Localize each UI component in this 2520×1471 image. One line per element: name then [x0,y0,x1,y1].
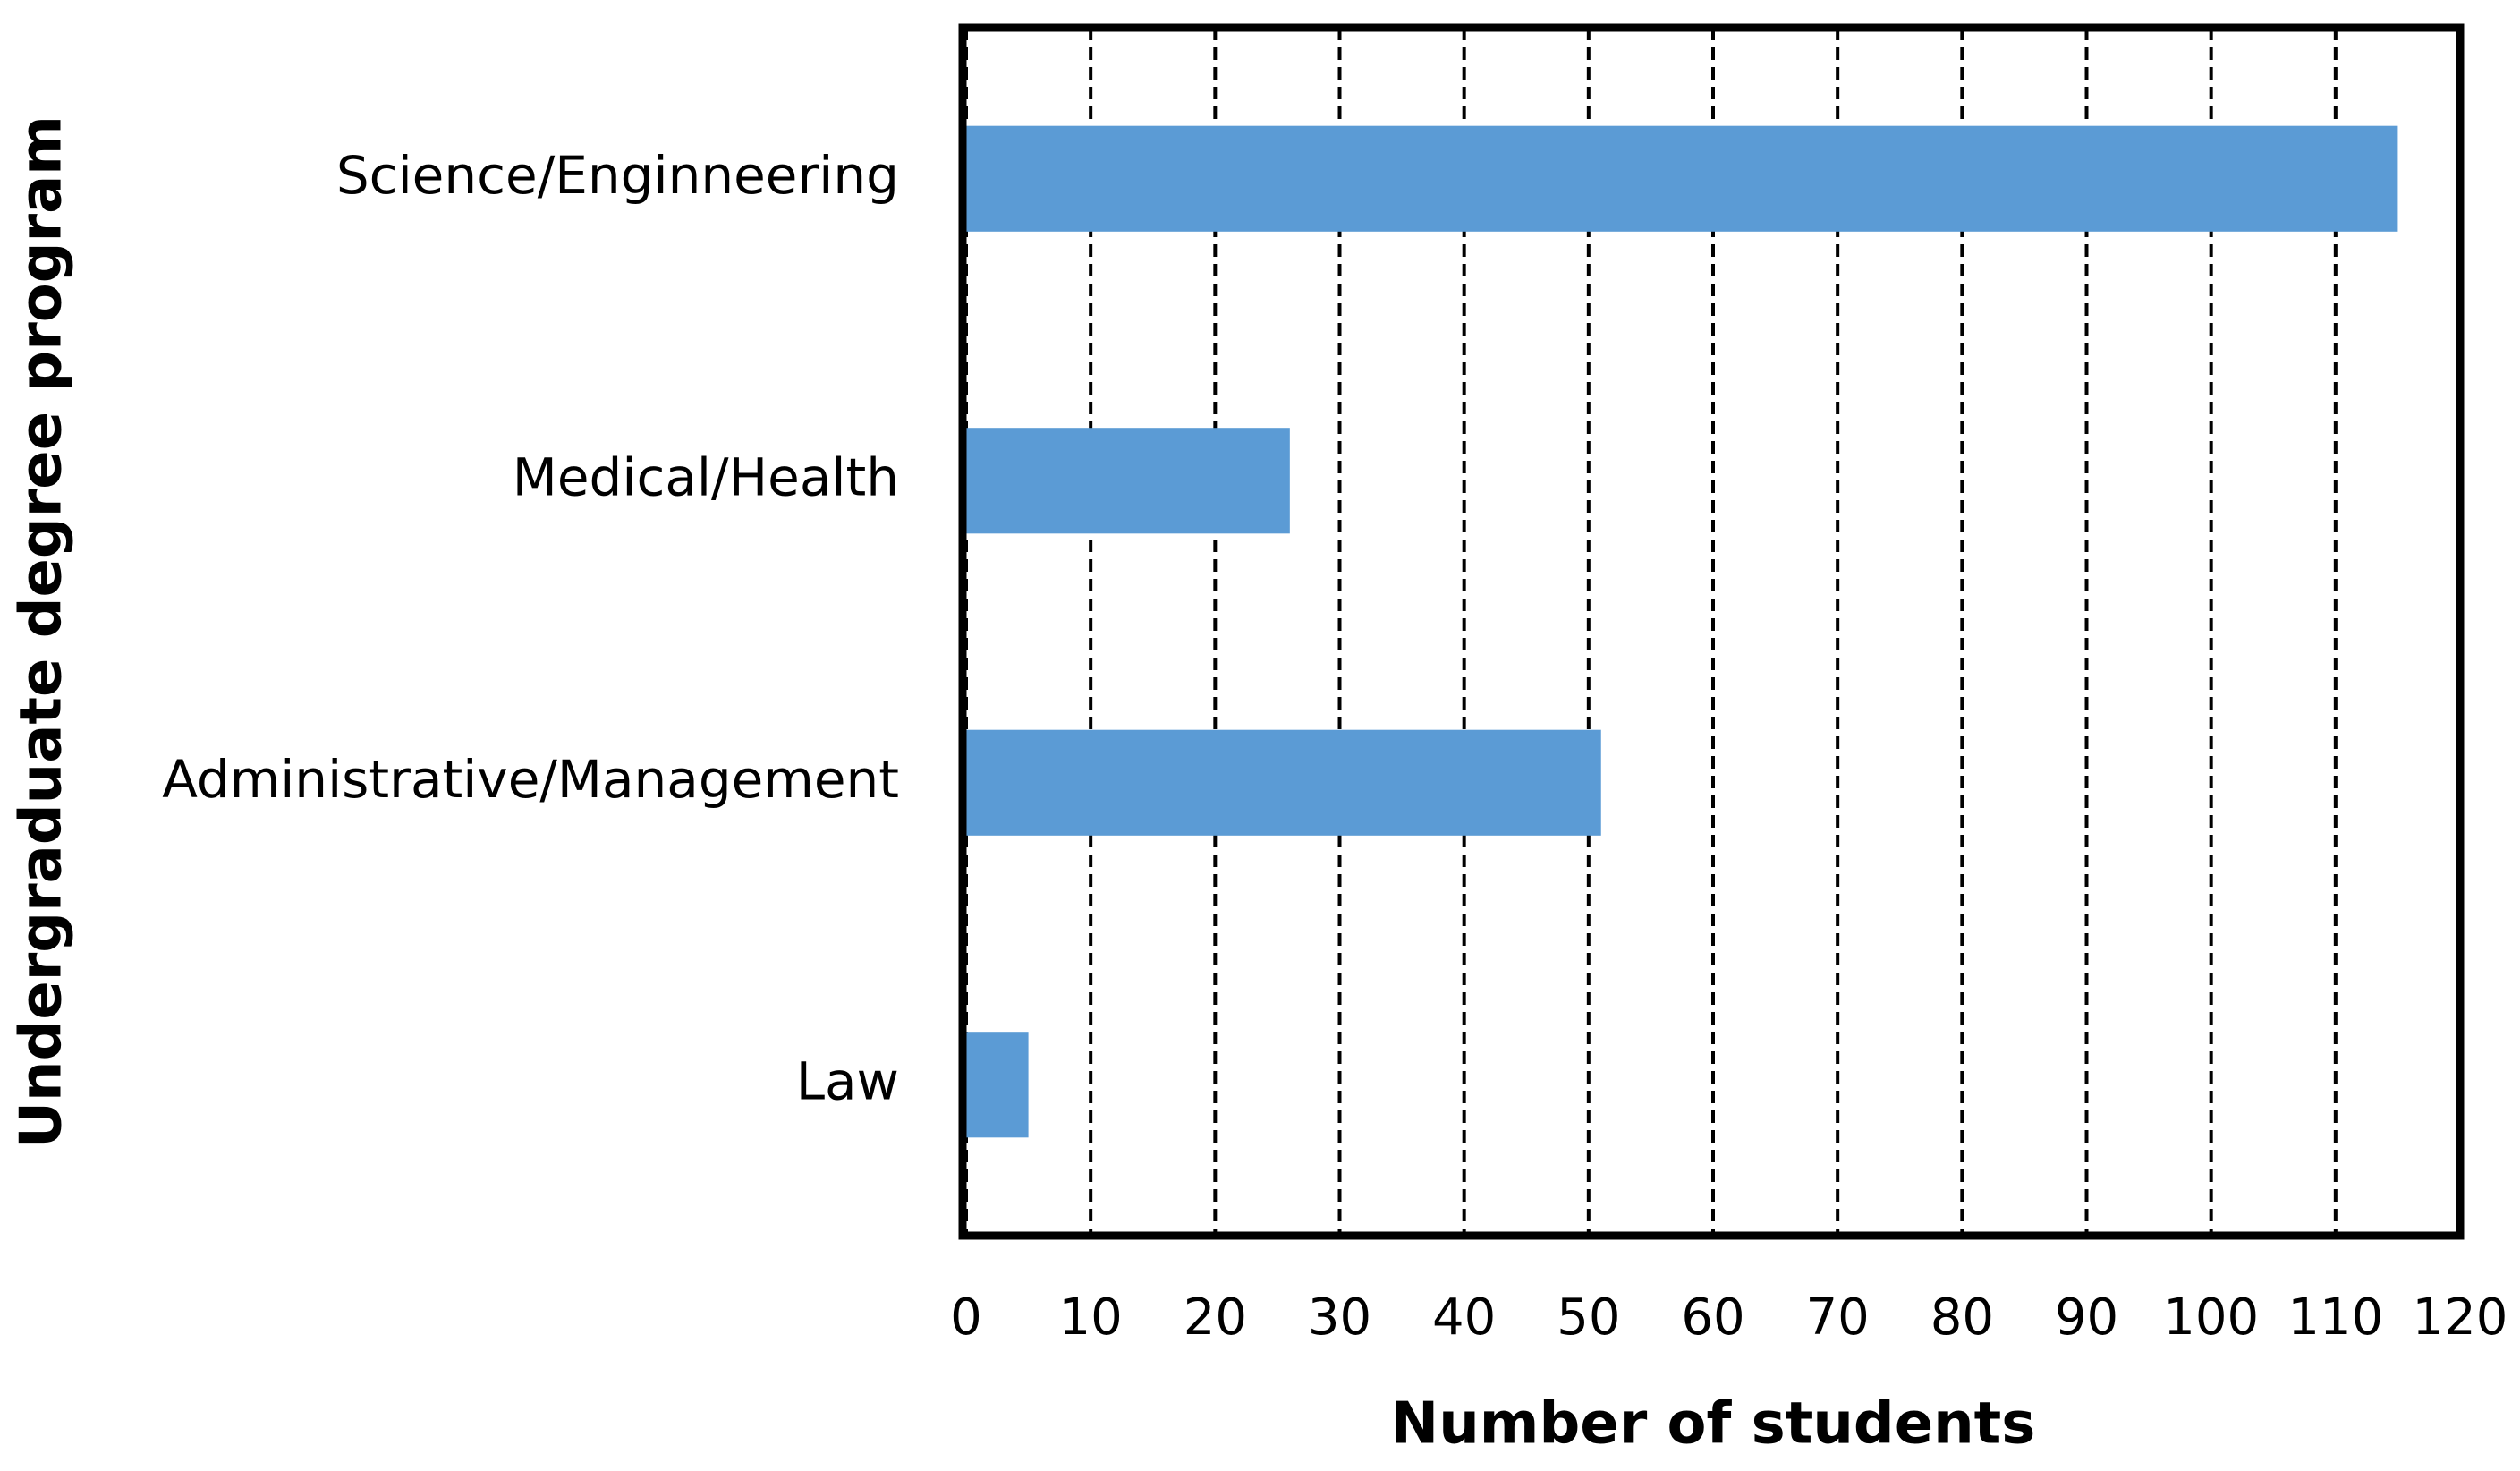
y-tick-label: Administrative/Management [162,749,899,810]
bar [966,125,2398,232]
x-tick-label: 90 [2055,1288,2118,1347]
plot-frame [958,23,2465,1240]
x-tick-label: 20 [1184,1288,1247,1347]
x-tick-label: 0 [950,1288,982,1347]
x-tick-label: 40 [1432,1288,1496,1347]
y-tick-label: Law [796,1050,899,1111]
bar [966,729,1601,836]
x-tick-label: 30 [1308,1288,1371,1347]
x-tick-label: 70 [1806,1288,1870,1347]
x-tick-label: 100 [2163,1288,2259,1347]
x-axis-title: Number of students [1391,1391,2036,1458]
bar [966,428,1290,534]
y-axis-title: Undergraduate degree program [9,115,75,1148]
y-tick-label: Science/Enginneering [336,145,899,206]
x-tick-label: 110 [2287,1288,2383,1347]
x-tick-label: 120 [2413,1288,2508,1347]
x-tick-label: 50 [1557,1288,1620,1347]
x-tick-label: 80 [1930,1288,1994,1347]
y-tick-label: Medical/Health [513,446,899,507]
x-tick-label: 60 [1681,1288,1744,1347]
bar [966,1032,1029,1138]
x-tick-label: 10 [1059,1288,1123,1347]
